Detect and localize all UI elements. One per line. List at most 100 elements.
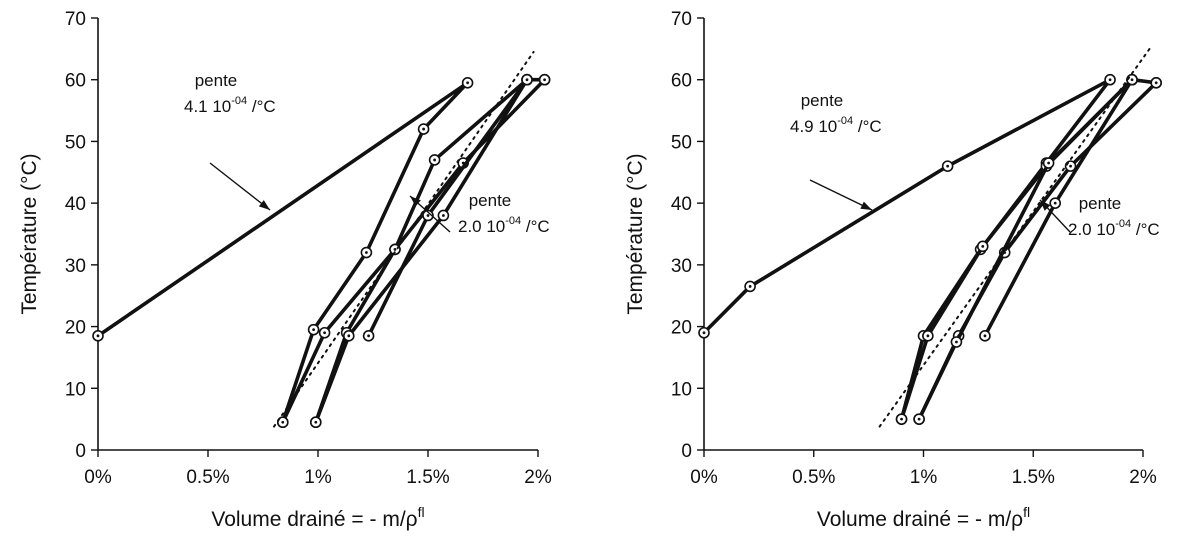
x-tick-label: 0% — [84, 467, 112, 488]
data-point-dot — [525, 78, 529, 82]
annotation-unit: /°C — [247, 97, 276, 116]
y-tick-label: 30 — [65, 256, 86, 277]
x-tick-label: 1% — [304, 467, 332, 488]
y-tick-label: 60 — [671, 71, 692, 92]
data-point-dot — [365, 251, 368, 254]
x-axis-title-main: Volume drainé = - m/ρ — [817, 508, 1023, 531]
x-tick-label: 1.5% — [406, 467, 449, 488]
reference-line-dotted — [273, 50, 535, 428]
y-tick-label: 70 — [671, 9, 692, 30]
annotation-coef: 2.0 10 — [458, 217, 505, 236]
data-point-dot — [946, 164, 950, 168]
data-point-dot — [426, 214, 430, 217]
data-point-dot — [347, 334, 351, 338]
y-tick-label: 0 — [681, 441, 692, 462]
data-point-dot — [983, 334, 987, 338]
data-point-dot — [1130, 78, 1134, 82]
x-tick-label: 1.5% — [1012, 467, 1055, 488]
annotation-value: 4.1 10-04 /°C — [184, 95, 276, 116]
annotation-arrow-shaft — [809, 179, 873, 211]
x-tick-label: 2% — [524, 467, 552, 488]
annotation-exponent: -04 — [505, 215, 521, 227]
data-point-dot — [955, 340, 958, 344]
y-axis-title: Température (°C) — [624, 153, 647, 314]
data-point-dot — [312, 328, 315, 332]
data-point-dot — [543, 78, 546, 82]
annotation-exponent: -04 — [1115, 218, 1131, 230]
x-axis-title-sup: fl — [418, 504, 425, 520]
annotation-arrow-shaft — [209, 162, 271, 211]
data-point-dot — [466, 81, 469, 85]
data-point-dot — [926, 334, 930, 338]
x-axis-title-sup: fl — [1023, 504, 1030, 520]
y-tick-label: 60 — [65, 71, 86, 92]
annotation-title: pente — [1079, 194, 1122, 213]
chart-panel-1: 0 10 20 30 40 50 60 70 0% 0.5% 1% 1.5% 2% Volume drai… — [18, 9, 552, 531]
data-point-dot — [442, 214, 445, 217]
annotation-title: pente — [195, 71, 238, 90]
data-point-dot — [422, 127, 425, 131]
chart-panel-2: 0 10 20 30 40 50 60 70 0% 0.5% 1% 1.5% 2% Volume drai… — [624, 9, 1162, 531]
annotation-unit: /°C — [521, 217, 550, 236]
x-tick-label: 0.5% — [186, 467, 229, 488]
annotation-title: pente — [469, 191, 512, 210]
data-point-dot — [981, 244, 985, 248]
data-point-dot — [367, 334, 370, 338]
data-point-dot — [1154, 81, 1158, 85]
x-axis-title-main: Volume drainé = - m/ρ — [211, 508, 417, 531]
data-point-dot — [433, 158, 436, 162]
data-point-dot — [702, 331, 706, 335]
x-tick-label: 0.5% — [792, 467, 835, 488]
x-tick-label: 0% — [690, 467, 718, 488]
x-axis-title: Volume drainé = - m/ρfl — [211, 504, 424, 531]
data-point-dot — [1069, 164, 1072, 168]
annotation-arrow-head — [410, 196, 421, 207]
series-line-3 — [917, 81, 1158, 420]
data-point-dot — [1053, 201, 1057, 205]
y-tick-label: 40 — [65, 194, 86, 215]
annotation-exponent: -04 — [837, 115, 853, 127]
y-tick-label: 70 — [65, 9, 86, 30]
annotation-arrow-head — [1040, 200, 1051, 211]
y-tick-label: 20 — [65, 318, 86, 339]
y-axis-title: Température (°C) — [18, 153, 41, 314]
data-point-dot — [1108, 78, 1112, 82]
series-line-1 — [96, 81, 470, 423]
annotation-exponent: -04 — [231, 95, 247, 107]
y-tick-label: 10 — [671, 379, 692, 400]
data-point-dot — [748, 285, 752, 288]
y-tick-label: 50 — [671, 132, 692, 153]
annotation-unit: /°C — [1131, 220, 1160, 239]
data-point-dot — [900, 417, 903, 421]
x-tick-label: 1% — [910, 467, 938, 488]
annotation-value: 2.0 10-04 /°C — [458, 215, 550, 236]
series-line-4 — [917, 78, 1134, 420]
data-point-dot — [1047, 161, 1051, 165]
annotation-arrow-head — [860, 201, 872, 210]
x-tick-label: 2% — [1129, 467, 1157, 488]
series-line-3 — [314, 78, 546, 423]
data-point-dot — [393, 248, 397, 251]
annotation-coef: 2.0 10 — [1068, 220, 1115, 239]
annotation-unit: /°C — [853, 117, 882, 136]
y-tick-label: 0 — [75, 441, 86, 462]
annotation-title: pente — [801, 91, 844, 110]
reference-line-dotted — [878, 47, 1151, 428]
y-tick-label: 20 — [671, 318, 692, 339]
x-axis-title: Volume drainé = - m/ρfl — [817, 504, 1030, 531]
data-point-dot — [96, 334, 100, 338]
annotation-value: 2.0 10-04 /°C — [1068, 218, 1160, 239]
annotation-coef: 4.9 10 — [790, 117, 837, 136]
y-tick-label: 10 — [65, 379, 86, 400]
data-point-dot — [281, 420, 285, 424]
y-tick-label: 40 — [671, 194, 692, 215]
annotation-arrow-head — [258, 200, 270, 210]
y-tick-label: 50 — [65, 132, 86, 153]
series-line-1 — [702, 77, 1112, 420]
y-tick-label: 30 — [671, 256, 692, 277]
series-line-4 — [314, 78, 529, 423]
data-point-dot — [917, 417, 921, 421]
data-point-dot — [314, 420, 318, 424]
